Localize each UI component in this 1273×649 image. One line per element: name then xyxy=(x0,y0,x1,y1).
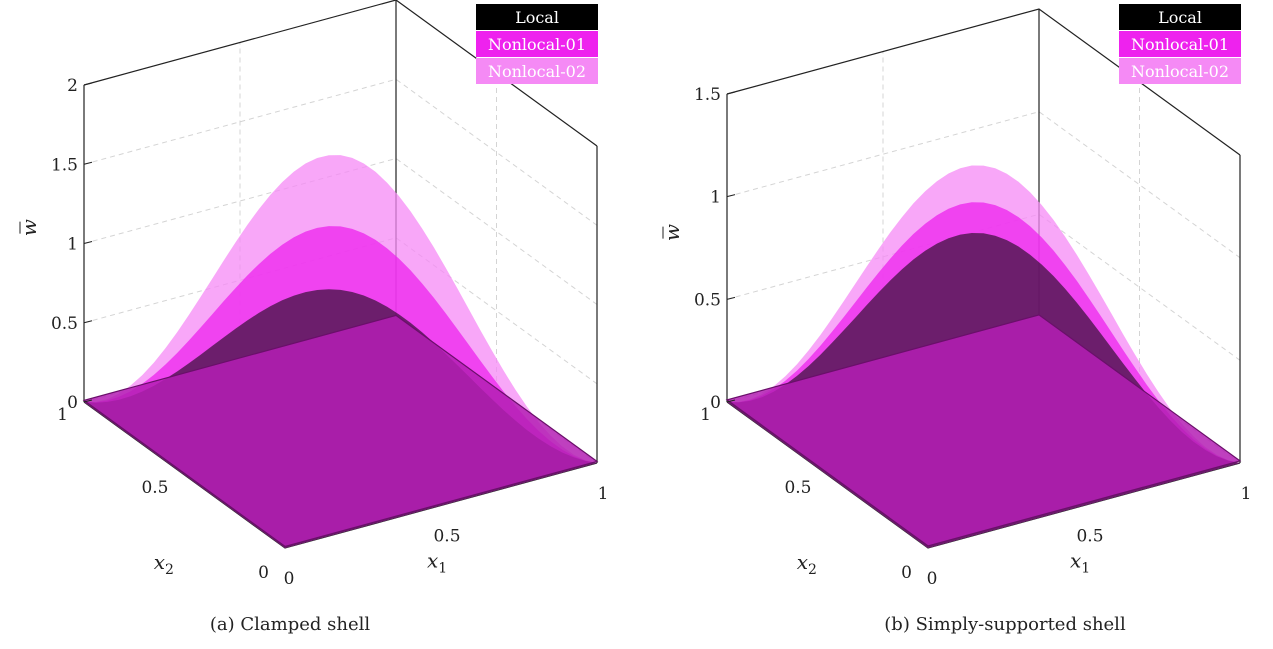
grid-line-z xyxy=(83,78,598,226)
panel-caption: (a) Clamped shell xyxy=(210,614,370,635)
z-tick-label: 0.5 xyxy=(51,314,78,334)
z-tick-mark xyxy=(726,91,736,95)
legend-swatch-2 xyxy=(1119,58,1241,84)
x1-tick-label: 1 xyxy=(1241,484,1252,504)
panel-simply-supported-shell: 00.511.500.5100.51x1x2wLocalNonlocal-01N… xyxy=(660,4,1251,635)
x1-tick-label: 1 xyxy=(598,484,609,504)
axis-edge-top xyxy=(83,0,598,147)
x1-tick-label: 0.5 xyxy=(433,527,460,547)
z-tick-mark xyxy=(726,296,736,300)
grid-line-z xyxy=(726,213,1241,361)
x2-tick-label: 1 xyxy=(57,405,68,425)
x2-axis-label-sub: 2 xyxy=(808,562,817,578)
x1-axis-label-text: x xyxy=(1070,549,1081,573)
z-tick-label: 1.5 xyxy=(51,155,78,175)
z-axis-label: w xyxy=(17,219,41,236)
z-tick-mark xyxy=(83,82,93,86)
x2-axis-label-text: x xyxy=(154,550,165,574)
z-tick-label: 1 xyxy=(67,235,78,255)
legend-entry: Nonlocal-02 xyxy=(1131,62,1229,81)
grid-line-z xyxy=(83,157,598,305)
x1-tick-label: 0.5 xyxy=(1076,527,1103,547)
x1-axis-label: x1 xyxy=(427,549,447,577)
x2-tick-label: 0.5 xyxy=(141,478,168,498)
x1-axis-label-sub: 1 xyxy=(438,561,447,577)
z-tick-label: 0 xyxy=(710,393,721,413)
z-tick-label: 2 xyxy=(67,76,78,96)
axis-edge-top xyxy=(726,8,1241,156)
z-axis-label-group: w xyxy=(660,224,684,241)
x2-tick-label: 0.5 xyxy=(784,478,811,498)
x1-axis-label-sub: 1 xyxy=(1081,561,1090,577)
legend-swatch-1 xyxy=(476,31,598,57)
x2-tick-label: 0 xyxy=(258,563,269,583)
x1-tick-label: 0 xyxy=(284,569,295,589)
legend-entry: Local xyxy=(1158,8,1202,27)
x2-axis-label: x2 xyxy=(797,550,817,578)
panel-clamped-shell: 00.511.5200.5100.51x1x2wLocalNonlocal-01… xyxy=(17,0,608,635)
legend-swatch-2 xyxy=(476,58,598,84)
z-tick-mark xyxy=(83,399,93,403)
legend-entry: Nonlocal-02 xyxy=(488,62,586,81)
z-axis-label: w xyxy=(660,224,684,241)
surface-base-plate xyxy=(82,314,599,548)
x2-axis-label: x2 xyxy=(154,550,174,578)
z-tick-label: 0.5 xyxy=(694,290,721,310)
legend-swatch-0 xyxy=(1119,4,1241,30)
z-tick-mark xyxy=(83,161,93,165)
z-tick-label: 1.5 xyxy=(694,85,721,105)
surfaces xyxy=(82,155,599,548)
x1-axis-label: x1 xyxy=(1070,549,1090,577)
surfaces xyxy=(725,165,1242,549)
x2-axis-label-text: x xyxy=(797,550,808,574)
x1-tick-label: 0 xyxy=(927,569,938,589)
grid-line-z xyxy=(83,237,598,385)
x2-tick-label: 0 xyxy=(901,563,912,583)
legend-swatch-1 xyxy=(1119,31,1241,57)
x1-axis-label-text: x xyxy=(427,549,438,573)
z-axis-label-group: w xyxy=(17,219,41,236)
x2-axis-label-sub: 2 xyxy=(165,562,174,578)
legend-entry: Nonlocal-01 xyxy=(488,35,586,54)
z-tick-mark xyxy=(726,194,736,198)
z-tick-label: 1 xyxy=(710,188,721,208)
grid-line-z xyxy=(726,111,1241,259)
z-tick-label: 0 xyxy=(67,393,78,413)
legend-entry: Local xyxy=(515,8,559,27)
legend: Local Nonlocal-01 Nonlocal-02 xyxy=(476,4,598,84)
x2-tick-label: 1 xyxy=(700,405,711,425)
z-tick-mark xyxy=(83,241,93,244)
legend-entry: Nonlocal-01 xyxy=(1131,35,1229,54)
surface-base-plate xyxy=(725,314,1242,547)
z-tick-mark xyxy=(726,399,736,403)
legend-swatch-0 xyxy=(476,4,598,30)
legend: Local Nonlocal-01 Nonlocal-02 xyxy=(1119,4,1241,84)
z-tick-mark xyxy=(83,320,93,324)
panel-caption: (b) Simply-supported shell xyxy=(884,614,1126,635)
